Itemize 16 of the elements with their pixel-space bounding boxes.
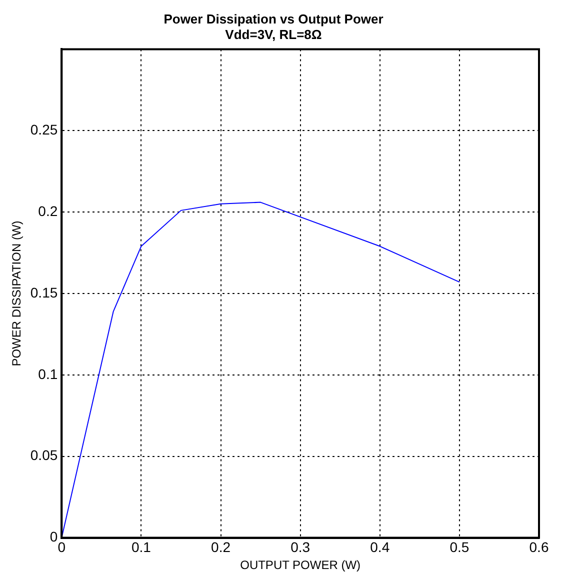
y-tick-label: 0.25 — [30, 121, 58, 138]
y-tick-label: 0.2 — [38, 202, 58, 219]
x-tick-label: 0.3 — [290, 539, 310, 556]
x-tick-label: 0.5 — [450, 539, 470, 556]
y-tick-label: 0 — [50, 528, 58, 545]
x-axis-title: OUTPUT POWER (W) — [240, 558, 361, 572]
x-tick-label: 0.2 — [211, 539, 231, 556]
y-tick-label: 0.05 — [30, 447, 58, 464]
chart-subtitle: Vdd=3V, RL=8Ω — [225, 26, 322, 42]
chart-title: Power Dissipation vs Output Power — [164, 11, 384, 26]
y-axis-title: POWER DISSIPATION (W) — [10, 220, 24, 366]
x-tick-label: 0.6 — [529, 539, 549, 556]
x-tick-label: 0.4 — [370, 539, 390, 556]
y-tick-label: 0.1 — [38, 366, 58, 382]
x-tick-label: 0.1 — [131, 539, 152, 556]
y-tick-label: 0.15 — [30, 284, 58, 300]
